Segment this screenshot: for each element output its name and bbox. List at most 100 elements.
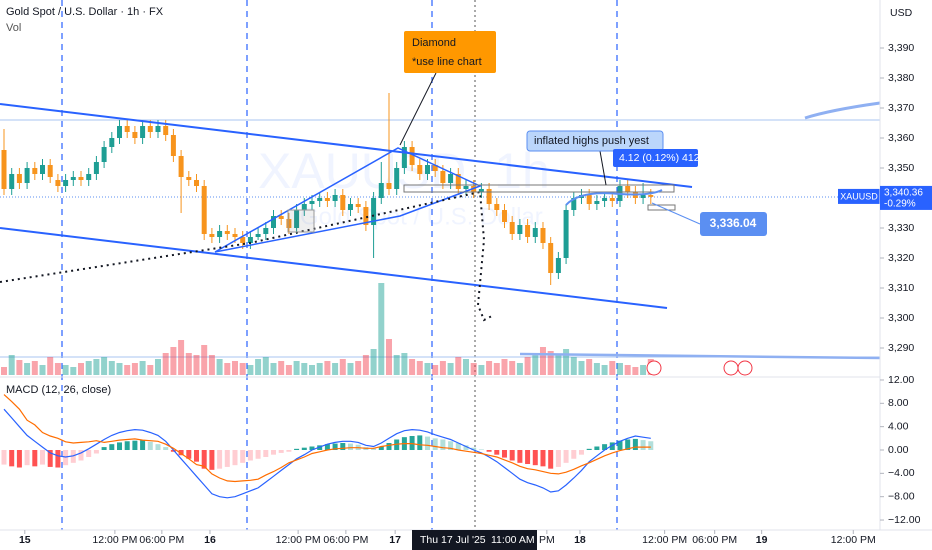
macd-histogram-bar (602, 444, 608, 451)
candle-body (563, 210, 569, 258)
volume-bar (432, 365, 439, 375)
candle-body (193, 180, 199, 186)
macd-histogram-bar (47, 450, 53, 467)
y-tick-label: 12.00 (888, 374, 914, 386)
event-icon[interactable] (646, 360, 662, 376)
y-tick-label: 3,390 (888, 42, 914, 54)
volume-bar (285, 365, 292, 375)
macd-histogram-bar (78, 450, 84, 461)
macd-histogram-bar (563, 450, 569, 463)
macd-histogram-bar (417, 435, 423, 451)
diamond-pattern (214, 147, 482, 253)
macd-histogram-bar (424, 436, 430, 451)
y-tick-label: −8.00 (888, 490, 915, 502)
macd-histogram-bar (463, 445, 469, 451)
candle-body (517, 225, 523, 234)
label-pointer (651, 202, 701, 225)
candle-body (540, 228, 546, 243)
macd-line (3, 408, 651, 499)
volume-bar (563, 349, 570, 375)
volume-bar (524, 357, 531, 375)
arc-drawing (519, 352, 881, 360)
x-tick-label: 16 (204, 534, 216, 546)
volume-bar (185, 353, 192, 375)
macd-histogram-bar (625, 439, 631, 451)
candle-body (247, 237, 253, 243)
volume-bar (547, 351, 554, 375)
candle-body (132, 132, 138, 138)
macd-histogram-bar (1, 450, 7, 465)
volume-bar (54, 363, 61, 375)
volume-bar (154, 359, 161, 375)
macd-histogram-bar (347, 443, 353, 451)
volume-bar (447, 363, 454, 375)
candle-body (317, 198, 323, 201)
price-tag-value: 3,340.36 (884, 188, 923, 199)
macd-histogram-bar (448, 441, 454, 451)
line-label-box[interactable] (700, 212, 767, 236)
volume-bar (501, 359, 508, 375)
macd-histogram-bar (532, 450, 538, 466)
macd-histogram-bar (32, 450, 38, 467)
macd-histogram-bar (478, 449, 484, 451)
macd-histogram-bar (324, 444, 330, 451)
arc-drawing (565, 189, 663, 206)
volume-bar (224, 363, 231, 375)
candle-body (478, 189, 484, 192)
candle-body (355, 204, 361, 207)
macd-histogram-bar (9, 450, 15, 467)
macd-histogram-bar (132, 440, 138, 451)
volume-bar (586, 359, 593, 375)
event-icon[interactable] (737, 360, 753, 376)
volume-bar (578, 361, 585, 375)
volume-label: Vol (6, 22, 21, 34)
y-tick-label: 3,370 (888, 102, 914, 114)
volume-bar (62, 365, 69, 375)
range-box (647, 204, 676, 211)
volume-bar (378, 283, 385, 375)
candle-body (594, 201, 600, 204)
volume-bar (539, 347, 546, 375)
candle-body (186, 177, 192, 180)
candle-body (286, 219, 292, 228)
candle-body (147, 126, 153, 132)
volume-bar (24, 363, 31, 375)
macd-histogram-bar (24, 450, 30, 466)
candle-body (124, 126, 130, 132)
macd-histogram-bar (70, 450, 76, 463)
volume-bar (555, 355, 562, 375)
event-icon[interactable] (723, 360, 739, 376)
volume-bar (231, 361, 238, 375)
candle-body (401, 147, 407, 168)
currency-label: USD (890, 7, 913, 19)
volume-bar (632, 367, 639, 375)
measure-text: 4.12 (0.12%) 412 (619, 152, 700, 164)
data-layer (1, 93, 654, 499)
symbol-tag (838, 188, 880, 204)
x-tick-label: 12:00 PM (831, 534, 876, 546)
y-tick-label: 3,290 (888, 342, 914, 354)
candle-body (178, 156, 184, 177)
macd-histogram-bar (594, 446, 600, 451)
macd-histogram-bar (648, 441, 654, 451)
volume-bar (532, 355, 539, 375)
callout-box[interactable] (404, 31, 496, 73)
y-tick-label: 3,380 (888, 72, 914, 84)
callout-pointer (399, 72, 437, 146)
macd-histogram-bar (371, 448, 377, 451)
volume-bar (593, 363, 600, 375)
note-box[interactable] (526, 130, 664, 152)
candle-body (394, 168, 400, 189)
x-tick-label: PM (539, 534, 555, 546)
volume-bar (609, 361, 616, 375)
projection-line (0, 190, 493, 322)
note-text: inflated highs push yest (534, 135, 649, 147)
candle-body (501, 210, 507, 222)
macd-histogram-bar (116, 442, 122, 451)
candle-body (78, 177, 84, 180)
candle-body (86, 174, 92, 180)
volume-bar (601, 365, 608, 375)
volume-bar (439, 361, 446, 375)
volume-bar (486, 361, 493, 375)
macd-histogram-bar (224, 450, 230, 467)
